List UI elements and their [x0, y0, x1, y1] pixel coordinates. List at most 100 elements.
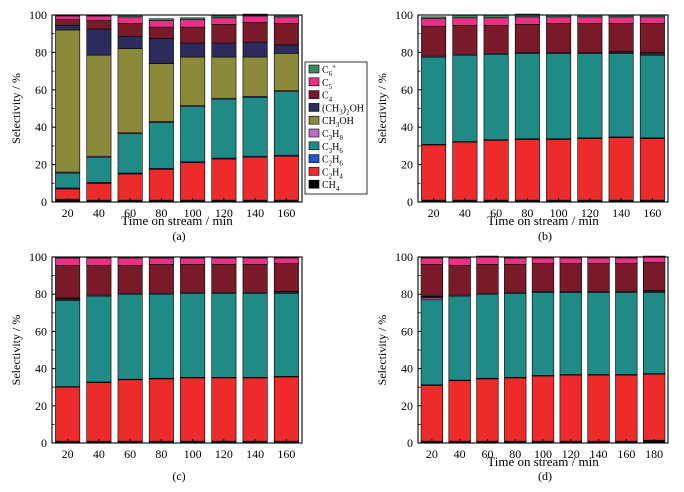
bar-segment-c4 [420, 264, 444, 297]
bar-segment-c3h6 [86, 156, 112, 183]
bar-segment-ch3oh [55, 29, 81, 173]
legend-label-part: (CH [322, 103, 339, 114]
legend-swatch-ch3oh [308, 115, 320, 125]
bar-segment-c2h4 [55, 188, 81, 200]
bar-segment-c3h6 [273, 91, 299, 156]
y-tick-label: 40 [35, 362, 47, 376]
bar-segment-c4 [86, 265, 112, 296]
legend-label-c3h8: C3H8 [322, 129, 343, 142]
bar-segment-c3h6 [86, 295, 112, 383]
bar-segment-c2h4 [86, 183, 112, 201]
x-axis-label: Time on stream / min [121, 213, 233, 228]
legend-label-part: 4 [336, 185, 340, 193]
bar-segment-c5 [117, 257, 143, 266]
bar-segment-c3h6 [483, 53, 509, 141]
bar-segment-c4 [117, 265, 143, 294]
legend-label-part: 3 [329, 147, 333, 155]
bar-segment-c2h4 [211, 377, 237, 442]
bar-segment-c5 [86, 15, 112, 21]
legend-swatch-c3h6 [308, 141, 320, 151]
bar-segment-ch3_2o [55, 24, 81, 31]
bar-segment-c3h6 [615, 292, 638, 375]
bar-segment-c2h4 [514, 139, 540, 201]
bar-segment-ch3_2o [211, 42, 237, 58]
bar-segment-c5 [504, 257, 527, 265]
legend-label-part: 3 [339, 108, 343, 116]
bar-segment-c2h4 [587, 374, 610, 442]
legend-label-part: CH [322, 180, 336, 191]
x-tick-label: 40 [93, 206, 105, 220]
y-tick-label: 20 [401, 158, 413, 172]
y-axis-label: Selectivity / % [375, 315, 389, 386]
y-tick-label: 20 [401, 399, 413, 413]
bar-segment-c5 [55, 257, 81, 266]
bar-segment-c5 [211, 17, 237, 25]
bar-segment-c4 [639, 23, 665, 53]
bar-segment-c3h6 [211, 98, 237, 159]
legend-label-part: 4 [339, 172, 343, 180]
y-tick-label: 80 [35, 45, 47, 59]
legend-label-ch4: CH4 [322, 180, 340, 193]
legend-label-part: 4 [329, 96, 333, 104]
bar-segment-c5 [148, 20, 174, 28]
bar-segment-c4 [642, 262, 666, 291]
legend-label-c2h6: C2H6 [322, 155, 343, 168]
legend-label-part: 2 [329, 172, 333, 180]
bar-segment-c4 [117, 23, 143, 37]
legend-swatch-c2h6 [308, 154, 320, 163]
bar-segment-c5 [242, 257, 268, 265]
bar-segment-ch3_2o [273, 44, 299, 54]
x-tick-label: 100 [550, 206, 568, 220]
x-tick-label: 140 [612, 206, 630, 220]
y-tick-label: 60 [401, 324, 413, 338]
bar-segment-ch3_2o [180, 42, 206, 58]
chart-panel-b: 0 20 40 60 80 100 20 40 60 80 100 120 140 160 Selectiv… [375, 8, 669, 243]
bar-segment-c5 [448, 257, 471, 266]
legend-swatch-ch4 [308, 179, 320, 189]
bar-segment-c4 [448, 265, 471, 296]
bar-segment-c5 [559, 257, 582, 264]
y-tick-label: 0 [407, 436, 413, 450]
bar-segment-c5 [476, 256, 499, 265]
bar-segment-c2h4 [421, 144, 447, 201]
bar-segment-c5 [55, 15, 81, 20]
bar-segment-c5 [117, 16, 143, 24]
x-axis-label: Time on stream / min [487, 213, 599, 228]
legend-label-ch3_2o: (CH3)2OH [322, 103, 364, 116]
legend-swatch-c4 [308, 90, 320, 99]
bar-segment-c5 [180, 257, 206, 265]
legend-label-part: H [332, 142, 339, 153]
bar-segment-c5 [148, 257, 174, 265]
legend-label-part: 2 [346, 108, 350, 116]
legend-label-part: OH [350, 103, 364, 114]
y-axis-label: Selectivity / % [9, 73, 23, 144]
legend-label-part: C [322, 129, 329, 140]
bar-segment-c4 [559, 263, 582, 292]
bar-segment-c2h4 [117, 173, 143, 201]
x-tick-label: 20 [428, 206, 440, 220]
y-tick-label: 60 [35, 324, 47, 338]
bar-segment-c3h6 [180, 106, 206, 163]
x-tick-label: 20 [62, 447, 74, 461]
y-tick-label: 40 [35, 120, 47, 134]
bar-segment-c5 [608, 16, 634, 24]
bar-segment-c5 [211, 257, 237, 265]
bar-segment-c3h6 [504, 292, 527, 378]
bar-segment-ch3oh [86, 54, 112, 157]
bar-segment-c3h6 [448, 295, 471, 381]
bar-segment-c4 [577, 23, 603, 53]
bar-segment-c2h4 [452, 141, 478, 201]
y-tick-label: 100 [29, 8, 47, 22]
legend-swatch-c5 [308, 77, 320, 87]
y-tick-label: 40 [401, 120, 413, 134]
x-tick-label: 80 [155, 447, 167, 461]
y-tick-label: 100 [395, 250, 413, 264]
bar-segment-c2h4 [86, 382, 112, 442]
legend-label-part: H [332, 129, 339, 140]
x-tick-label: 160 [277, 447, 295, 461]
bar-segment-c4 [421, 25, 447, 57]
x-tick-label: 40 [459, 206, 471, 220]
bar-segment-c5 [577, 16, 603, 24]
bar-segment-c6plus [180, 17, 206, 20]
x-tick-label: 120 [562, 447, 580, 461]
